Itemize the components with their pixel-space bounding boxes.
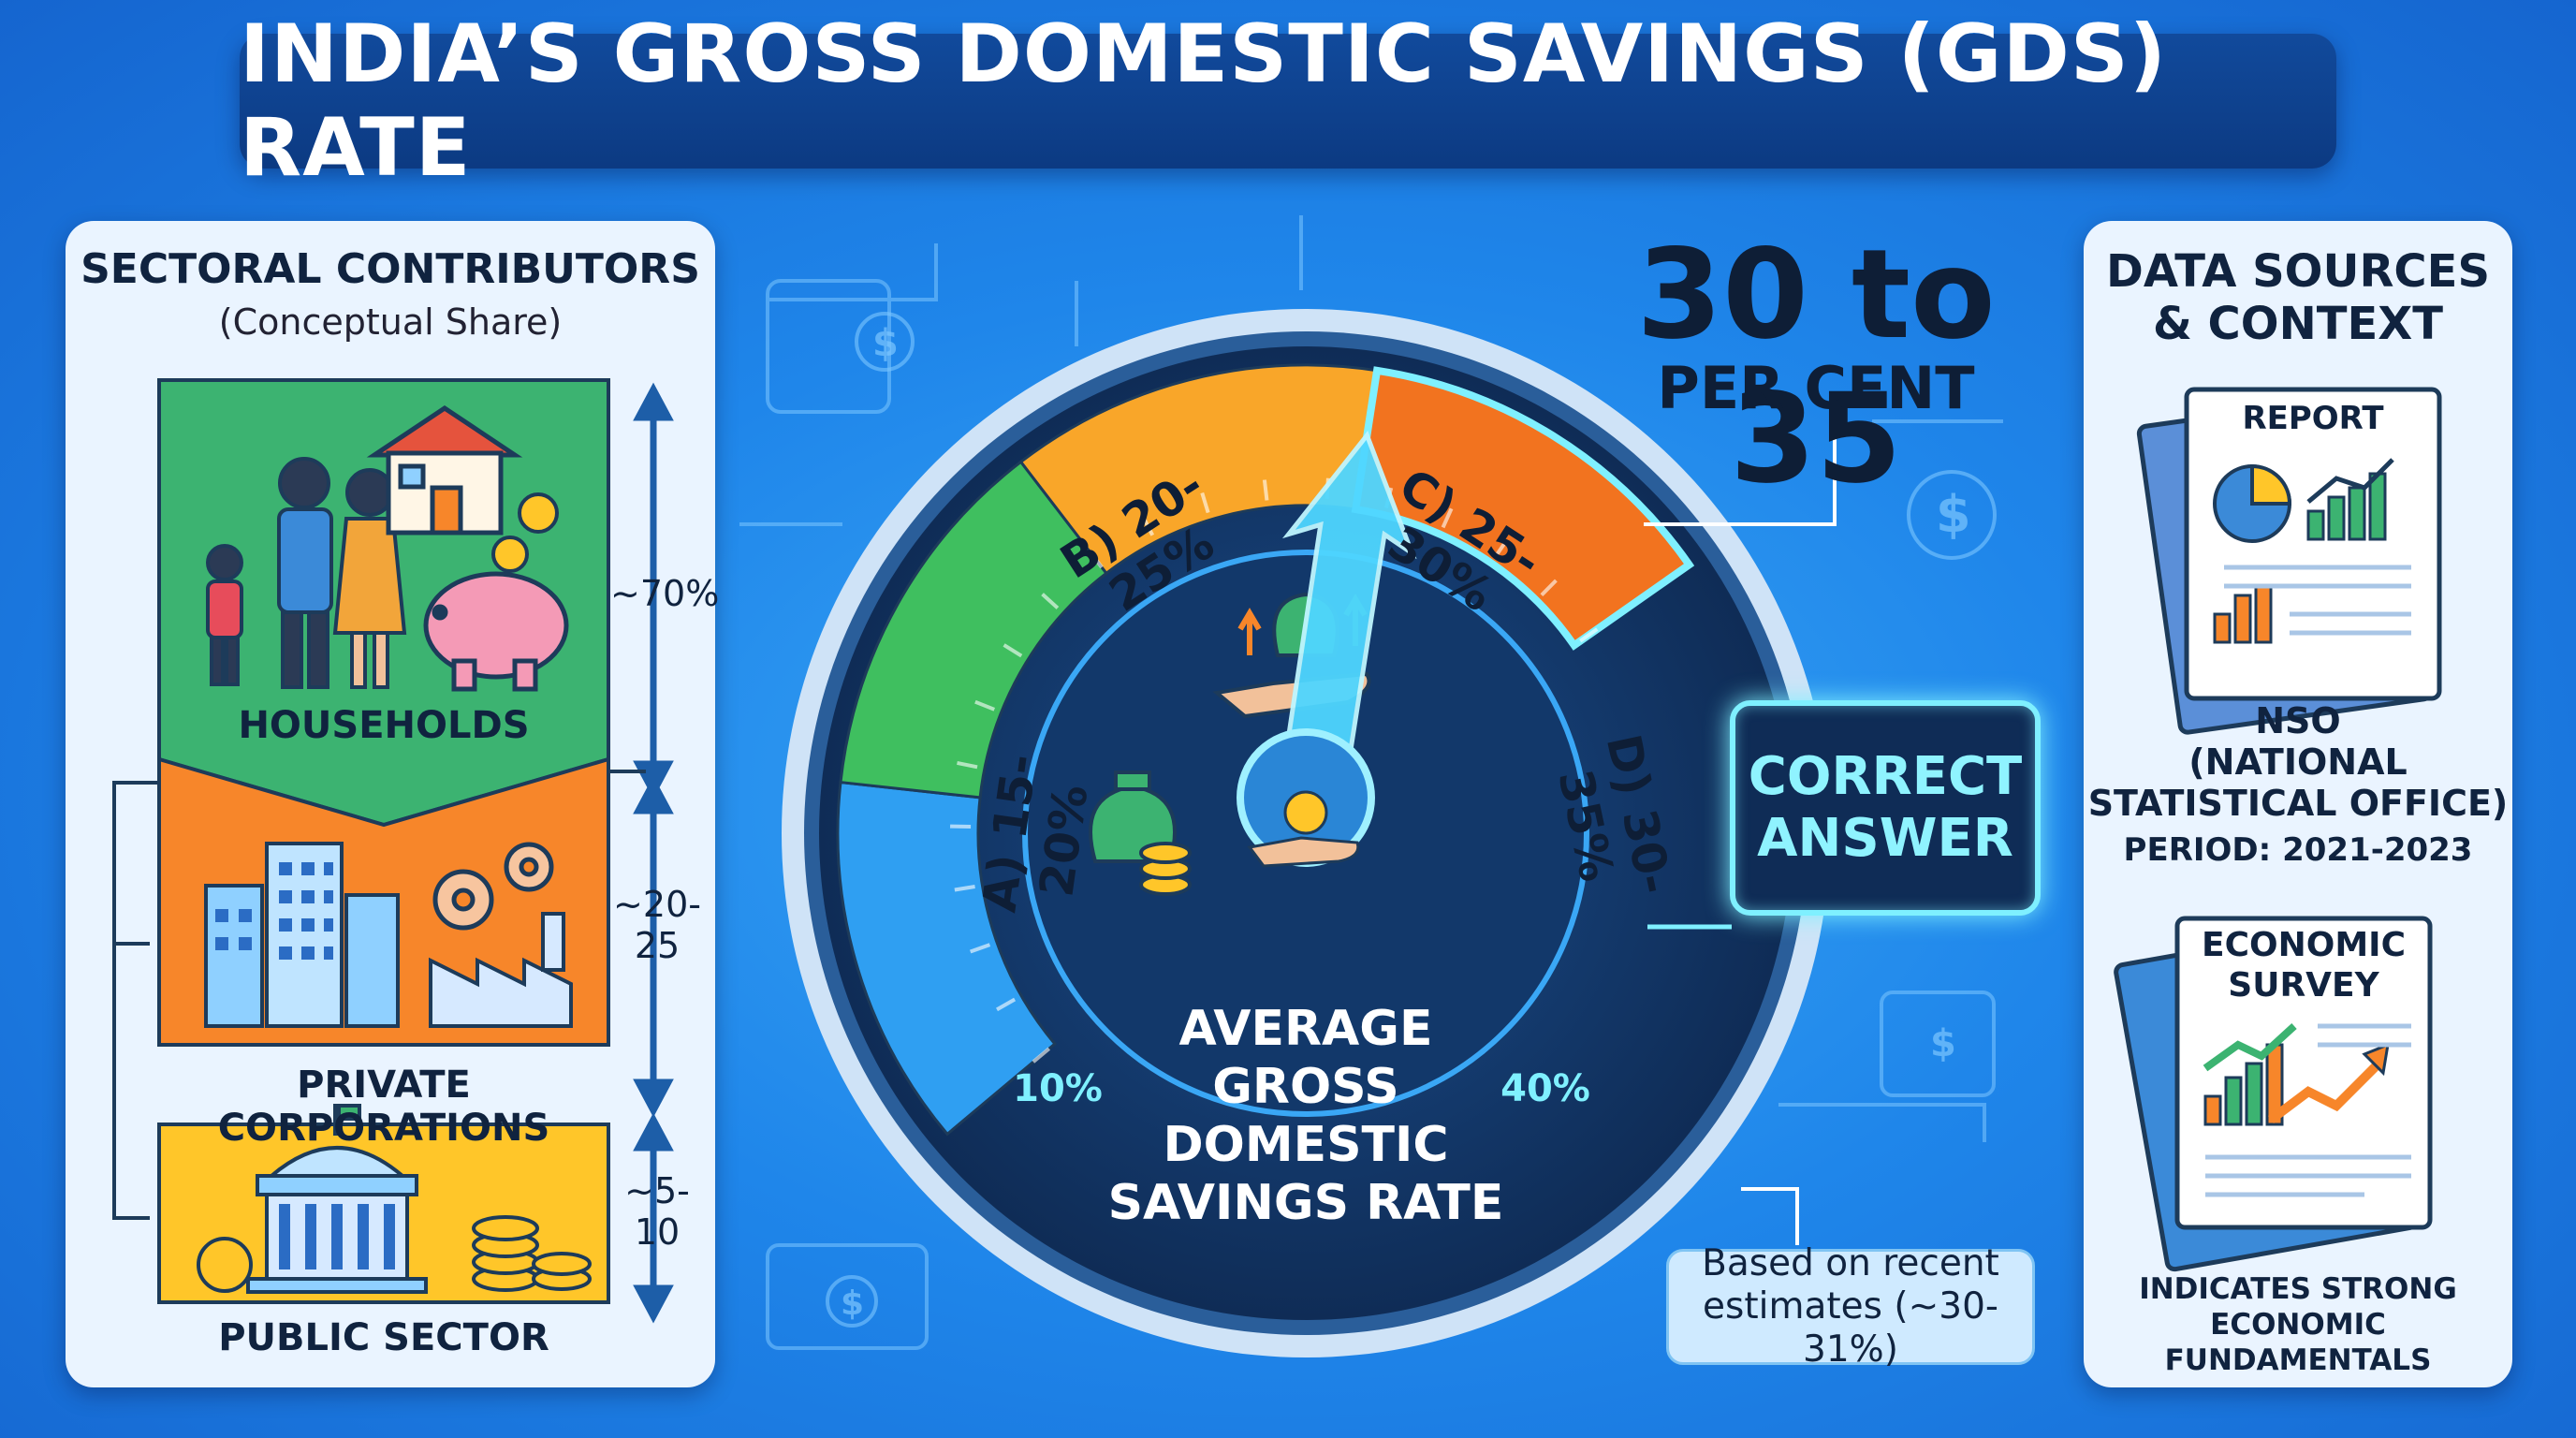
gauge-tick <box>1262 479 1269 501</box>
coin-icon <box>491 492 559 573</box>
correct-answer-box: CORRECT ANSWER <box>1730 700 2041 916</box>
report-icon <box>2136 387 2442 735</box>
gauge-segment-d <box>1351 366 1695 651</box>
bar-chart-icon <box>2213 458 2394 644</box>
public-share-line2: 10 <box>634 1211 681 1253</box>
gauge-tick <box>1088 550 1104 569</box>
caption-line-1: AVERAGE <box>1178 1001 1433 1057</box>
family-icon <box>206 457 407 689</box>
gauge-center-caption: AVERAGE GROSS DOMESTIC SAVINGS RATE <box>1072 1000 1540 1232</box>
private-corporations-share: ~20- 25 <box>610 884 704 966</box>
households-share-value: ~70% <box>610 573 720 614</box>
private-corporations-label: PRIVATE CORPORATIONS <box>217 1064 550 1150</box>
gauge-tick <box>1032 1047 1051 1064</box>
gauge-tick <box>1441 507 1454 529</box>
source-line-2: (NATIONAL <box>2188 741 2408 783</box>
office-buildings-icon <box>204 842 400 1028</box>
gauge-ticks <box>950 477 1599 1064</box>
government-building-icon <box>246 1104 428 1294</box>
caption-line-2: GROSS <box>1212 1059 1399 1115</box>
gauge-max-label: 40% <box>1500 1067 1590 1110</box>
correct-line-2: ANSWER <box>1757 808 2013 869</box>
right-heading-line-2: & CONTEXT <box>2152 298 2444 350</box>
note-line-1: Based on recent <box>1702 1242 1999 1284</box>
survey-line-2: SURVEY <box>2228 966 2379 1005</box>
title-bar: INDIA’S GROSS DOMESTIC SAVINGS (GDS) RAT… <box>240 7 2336 195</box>
gauge-tick <box>996 997 1017 1012</box>
svg-text:$: $ <box>841 1284 864 1323</box>
gauge-tick <box>1141 516 1155 536</box>
page-title: INDIA’S GROSS DOMESTIC SAVINGS (GDS) RAT… <box>240 7 2168 195</box>
estimate-note: Based on recent estimates (~30-31%) <box>1666 1242 2035 1371</box>
coin-stack-icon <box>197 1215 592 1293</box>
gauge-needle <box>1237 431 1417 868</box>
gauge-tick <box>954 885 975 892</box>
nso-source: NSO (NATIONAL STATISTICAL OFFICE) <box>2084 700 2512 824</box>
caption-line-4: SAVINGS RATE <box>1107 1175 1504 1231</box>
private-share-line1: ~20- <box>613 884 701 925</box>
source-line-1: NSO <box>2255 700 2341 741</box>
source-line-3: STATISTICAL OFFICE) <box>2087 783 2509 824</box>
households-label: HOUSEHOLDS <box>238 704 530 747</box>
households-share: ~70% <box>610 573 720 614</box>
factory-icon <box>429 912 573 1028</box>
public-sector-label: PUBLIC SECTOR <box>218 1316 549 1359</box>
sector-illustrations <box>112 378 674 1324</box>
caption-line-3: DOMESTIC <box>1163 1117 1449 1173</box>
source-documents: REPORT ECONOMIC SURVEY <box>2114 387 2442 1272</box>
report-label: REPORT <box>2242 400 2384 437</box>
svg-text:$: $ <box>1936 485 1971 544</box>
piggy-bank-icon <box>423 571 569 692</box>
period-label: PERIOD: 2021-2023 <box>2123 831 2473 869</box>
money-bag-icon <box>1089 770 1192 896</box>
svg-text:$: $ <box>872 322 899 365</box>
gauge-tick <box>1003 643 1023 658</box>
gauge-segments <box>836 363 1695 1137</box>
gauge-tick <box>974 699 996 712</box>
left-panel-subheading: (Conceptual Share) <box>218 301 563 343</box>
answer-range: 30 to 35 <box>1636 223 1996 511</box>
public-share-line1: ~5- <box>624 1170 690 1211</box>
gauge-tick <box>1540 579 1558 597</box>
note-line-2: estimates (~30-31%) <box>1703 1285 1998 1371</box>
left-panel-heading: SECTORAL CONTRIBUTORS <box>80 245 700 293</box>
house-icon <box>366 404 523 536</box>
right-panel-heading: DATA SOURCES & CONTEXT <box>2084 245 2512 350</box>
gauge-tick <box>970 943 991 954</box>
gauge-tick <box>1579 627 1599 643</box>
answer-unit: PER CENT <box>1657 354 1975 422</box>
gears-icon <box>432 842 554 931</box>
footer-line-2: ECONOMIC FUNDAMENTALS <box>2164 1308 2432 1377</box>
right-heading-line-1: DATA SOURCES <box>2105 245 2491 298</box>
footer-line-1: INDICATES STRONG <box>2139 1272 2457 1306</box>
pie-chart-icon <box>2213 463 2292 543</box>
gauge-tick <box>1041 593 1060 609</box>
survey-line-1: ECONOMIC <box>2202 926 2406 964</box>
public-sector-share: ~5- 10 <box>610 1170 704 1253</box>
gauge-tick <box>957 761 978 770</box>
dollar-icon <box>826 312 1997 1328</box>
gauge-min-label: 10% <box>1013 1067 1103 1110</box>
correct-line-1: CORRECT <box>1748 746 2023 807</box>
svg-text:$: $ <box>1930 1022 1956 1065</box>
trend-arrow-icon <box>2203 1023 2390 1126</box>
context-footer: INDICATES STRONG ECONOMIC FUNDAMENTALS <box>2084 1271 2512 1378</box>
gauge-tick <box>1493 538 1509 558</box>
gauge-tick <box>1200 492 1210 514</box>
private-share-line2: 25 <box>634 925 681 966</box>
